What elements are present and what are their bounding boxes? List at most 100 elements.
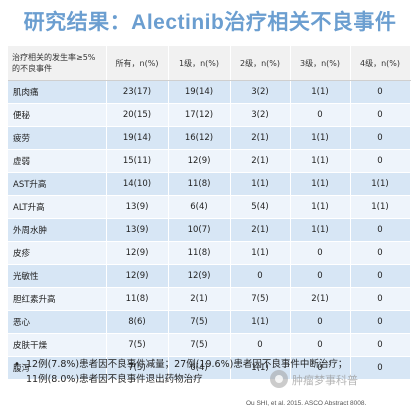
summary-text: 12例(7.8%)患者因不良事件减量；27例(19.6%)患者因不良事件中断治疗…	[26, 357, 406, 387]
table-cell: 11(8)	[168, 241, 231, 265]
header-grade4: 4级，n(%)	[350, 46, 411, 81]
table-cell: 1(1)	[230, 241, 291, 265]
adverse-event-name: 腹泻	[8, 356, 107, 380]
table-cell: 15(11)	[106, 149, 169, 173]
table-cell: 19(14)	[168, 80, 231, 104]
table-cell: 7(5)	[106, 333, 169, 357]
summary-line-2: 11例(8.0%)患者因不良事件退出药物治疗	[26, 374, 203, 385]
table-cell: 0	[350, 80, 411, 104]
table-header-row: 治疗相关的发生率≥5%的不良事件 所有，n(%) 1级，n(%) 2级，n(%)…	[8, 46, 411, 81]
summary-line-1: 12例(7.8%)患者因不良事件减量；27例(19.6%)患者因不良事件中断治疗…	[26, 359, 348, 370]
wechat-logo-icon	[270, 370, 288, 388]
table-cell: 2(1)	[230, 149, 291, 173]
table-cell: 11(8)	[106, 287, 169, 311]
table-row: 便秘 20(15) 17(12) 3(2) 0 0	[8, 103, 411, 127]
table-cell: 7(5)	[168, 333, 231, 357]
adverse-event-name: 胆红素升高	[8, 287, 107, 311]
table-cell: 1(1)	[230, 310, 291, 334]
table-cell: 2(1)	[168, 287, 231, 311]
table-cell: 13(9)	[106, 195, 169, 219]
table-cell: 0	[350, 149, 411, 173]
table-cell: 1(1)	[350, 195, 411, 219]
table-cell: 0	[350, 356, 411, 380]
table-cell: 20(15)	[106, 103, 169, 127]
header-adverse-event: 治疗相关的发生率≥5%的不良事件	[8, 46, 107, 81]
table-cell: 1(1)	[230, 172, 291, 196]
table-cell: 12(9)	[106, 264, 169, 288]
table-cell: 13(9)	[106, 218, 169, 242]
table-cell: 14(10)	[106, 172, 169, 196]
adverse-event-name: 皮肤干燥	[8, 333, 107, 357]
page-title: 研究结果：Alectinib治疗相关不良事件	[0, 6, 420, 36]
table-cell: 0	[350, 264, 411, 288]
table-row: 皮疹 12(9) 11(8) 1(1) 0 0	[8, 241, 411, 265]
table-cell: 0	[290, 103, 351, 127]
header-all: 所有，n(%)	[106, 46, 169, 81]
table-cell: 12(9)	[106, 241, 169, 265]
table-cell: 7(5)	[230, 287, 291, 311]
table-cell: 1(1)	[290, 126, 351, 150]
table-cell: 7(5)	[106, 356, 169, 380]
adverse-event-name: 疲劳	[8, 126, 107, 150]
table-cell: 0	[350, 103, 411, 127]
table-body: 肌肉痛 23(17) 19(14) 3(2) 1(1) 0 便秘 20(15) 17(12) 3(…	[8, 80, 411, 380]
header-grade1: 1级，n(%)	[168, 46, 231, 81]
table-cell: 0	[350, 218, 411, 242]
table-cell: 0	[290, 241, 351, 265]
table-cell: 2(1)	[290, 287, 351, 311]
table-cell: 1(1)	[290, 80, 351, 104]
table-row: 腹泻 7(5) 6(4) 1(1) 0 0	[8, 356, 411, 380]
table-row: ALT升高 13(9) 6(4) 5(4) 1(1) 1(1)	[8, 195, 411, 219]
table-row: 光敏性 12(9) 12(9) 0 0 0	[8, 264, 411, 288]
adverse-event-name: 肌肉痛	[8, 80, 107, 104]
table-cell: 2(1)	[230, 126, 291, 150]
table-cell: 0	[290, 310, 351, 334]
table-cell: 1(1)	[290, 195, 351, 219]
citation: Ou SHI, et al. 2015. ASCO Abstract 8008.	[246, 400, 367, 407]
table-cell: 1(1)	[290, 149, 351, 173]
table-row: 恶心 8(6) 7(5) 1(1) 0 0	[8, 310, 411, 334]
table-cell: 0	[350, 310, 411, 334]
table-cell: 16(12)	[168, 126, 231, 150]
table-cell: 0	[290, 333, 351, 357]
adverse-event-name: 恶心	[8, 310, 107, 334]
table-row: 肌肉痛 23(17) 19(14) 3(2) 1(1) 0	[8, 80, 411, 104]
table-cell: 1(1)	[290, 218, 351, 242]
adverse-event-name: 便秘	[8, 103, 107, 127]
table-cell: 0	[350, 333, 411, 357]
table-cell: 12(9)	[168, 264, 231, 288]
table-row: 胆红素升高 11(8) 2(1) 7(5) 2(1) 0	[8, 287, 411, 311]
watermark-text: 肿瘤梦事科普	[292, 374, 358, 387]
bullet-marker: •	[14, 359, 20, 370]
adverse-event-name: 皮疹	[8, 241, 107, 265]
table-cell: 23(17)	[106, 80, 169, 104]
table-row: 虚弱 15(11) 12(9) 2(1) 1(1) 0	[8, 149, 411, 173]
adverse-event-name: 光敏性	[8, 264, 107, 288]
adverse-events-table: 治疗相关的发生率≥5%的不良事件 所有，n(%) 1级，n(%) 2级，n(%)…	[8, 46, 411, 380]
table-cell: 0	[230, 333, 291, 357]
adverse-event-name: AST升高	[8, 172, 107, 196]
adverse-event-name: 虚弱	[8, 149, 107, 173]
table-cell: 19(14)	[106, 126, 169, 150]
table-cell: 1(1)	[290, 172, 351, 196]
table-cell: 5(4)	[230, 195, 291, 219]
title-drug: Alectinib	[131, 11, 225, 34]
table-row: AST升高 14(10) 11(8) 1(1) 1(1) 1(1)	[8, 172, 411, 196]
table-cell: 8(6)	[106, 310, 169, 334]
table-cell: 3(2)	[230, 80, 291, 104]
table-cell: 0	[350, 287, 411, 311]
table-cell: 0	[350, 241, 411, 265]
adverse-event-name: ALT升高	[8, 195, 107, 219]
table-cell: 0	[230, 264, 291, 288]
table-cell: 0	[350, 126, 411, 150]
table-cell: 0	[290, 264, 351, 288]
table-row: 疲劳 19(14) 16(12) 2(1) 1(1) 0	[8, 126, 411, 150]
table-cell: 0	[290, 356, 351, 380]
table-cell: 12(9)	[168, 149, 231, 173]
table-row: 外周水肿 13(9) 10(7) 2(1) 1(1) 0	[8, 218, 411, 242]
table-cell: 7(5)	[168, 310, 231, 334]
table-cell: 1(1)	[350, 172, 411, 196]
watermark: 肿瘤梦事科普	[270, 368, 416, 392]
adverse-event-name: 外周水肿	[8, 218, 107, 242]
table-cell: 6(4)	[168, 356, 231, 380]
